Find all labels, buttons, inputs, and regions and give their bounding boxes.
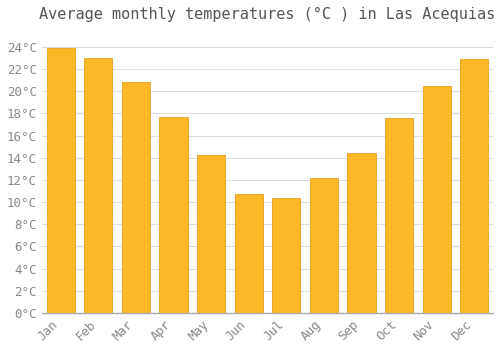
Bar xyxy=(234,194,262,313)
Bar xyxy=(272,198,300,313)
Bar xyxy=(348,153,376,313)
Bar xyxy=(385,118,413,313)
Bar xyxy=(46,48,74,313)
Title: Average monthly temperatures (°C ) in Las Acequias: Average monthly temperatures (°C ) in La… xyxy=(40,7,496,22)
Bar xyxy=(310,178,338,313)
Bar xyxy=(197,155,225,313)
Bar xyxy=(122,82,150,313)
Bar xyxy=(84,58,112,313)
Bar xyxy=(160,117,188,313)
Bar xyxy=(460,59,488,313)
Bar xyxy=(422,85,451,313)
